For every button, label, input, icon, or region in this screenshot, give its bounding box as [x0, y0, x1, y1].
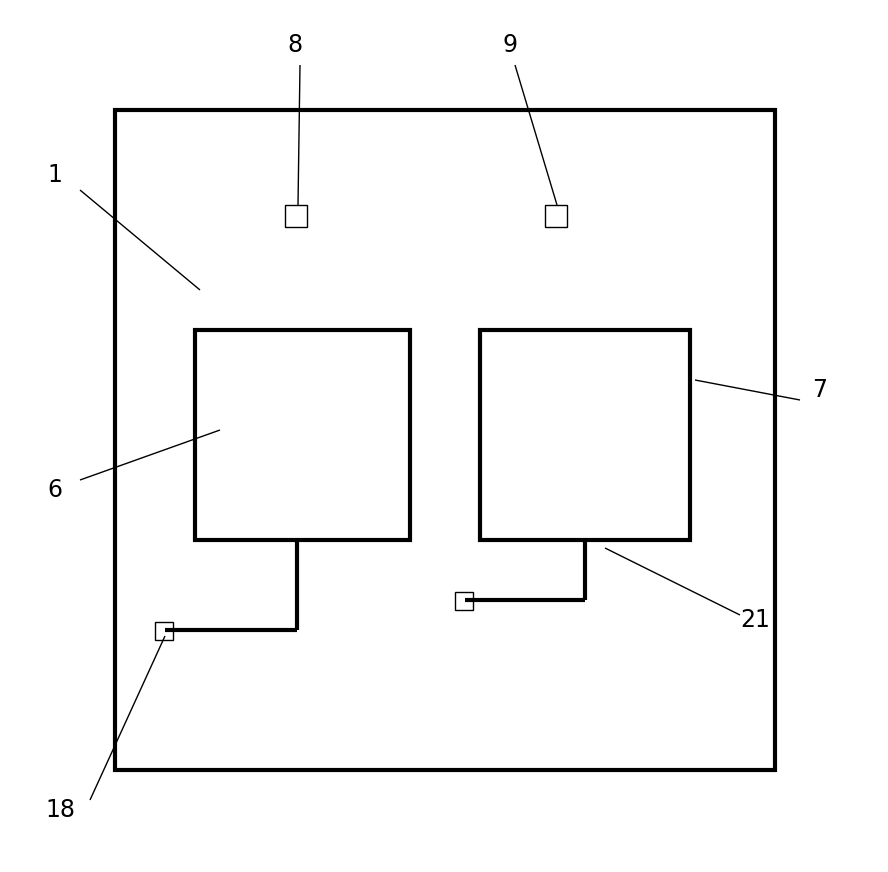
Bar — [285, 205, 307, 227]
Text: 6: 6 — [47, 478, 62, 502]
Text: 18: 18 — [45, 798, 75, 822]
Bar — [155, 622, 173, 640]
Text: 7: 7 — [813, 378, 828, 402]
Text: 9: 9 — [503, 33, 518, 57]
Text: 8: 8 — [288, 33, 303, 57]
Text: 21: 21 — [740, 608, 770, 632]
Bar — [195, 330, 410, 540]
Bar — [115, 110, 775, 770]
Bar — [455, 592, 473, 610]
Text: 1: 1 — [48, 163, 62, 187]
Bar — [545, 205, 567, 227]
Bar — [480, 330, 690, 540]
